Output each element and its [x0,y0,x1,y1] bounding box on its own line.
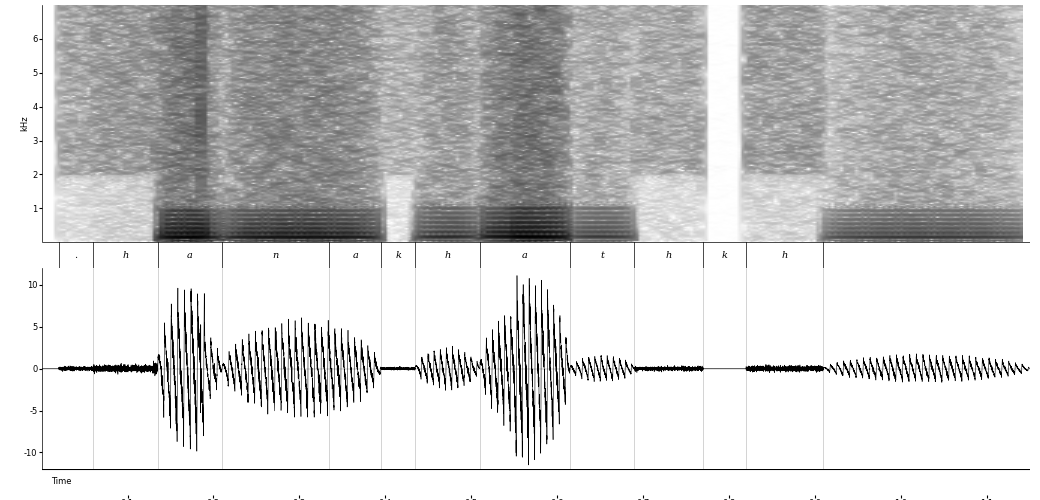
Text: a: a [187,250,192,260]
Text: .: . [75,250,78,260]
Text: n: n [272,250,279,260]
Text: h: h [782,250,788,260]
Text: Time: Time [52,477,72,486]
Y-axis label: kHz: kHz [21,116,29,132]
Text: h: h [123,250,129,260]
Text: h: h [666,250,672,260]
Text: a: a [353,250,358,260]
Text: k: k [722,250,728,260]
Text: a: a [522,250,527,260]
Text: h: h [444,250,450,260]
Text: k: k [395,250,401,260]
Text: t: t [600,250,604,260]
